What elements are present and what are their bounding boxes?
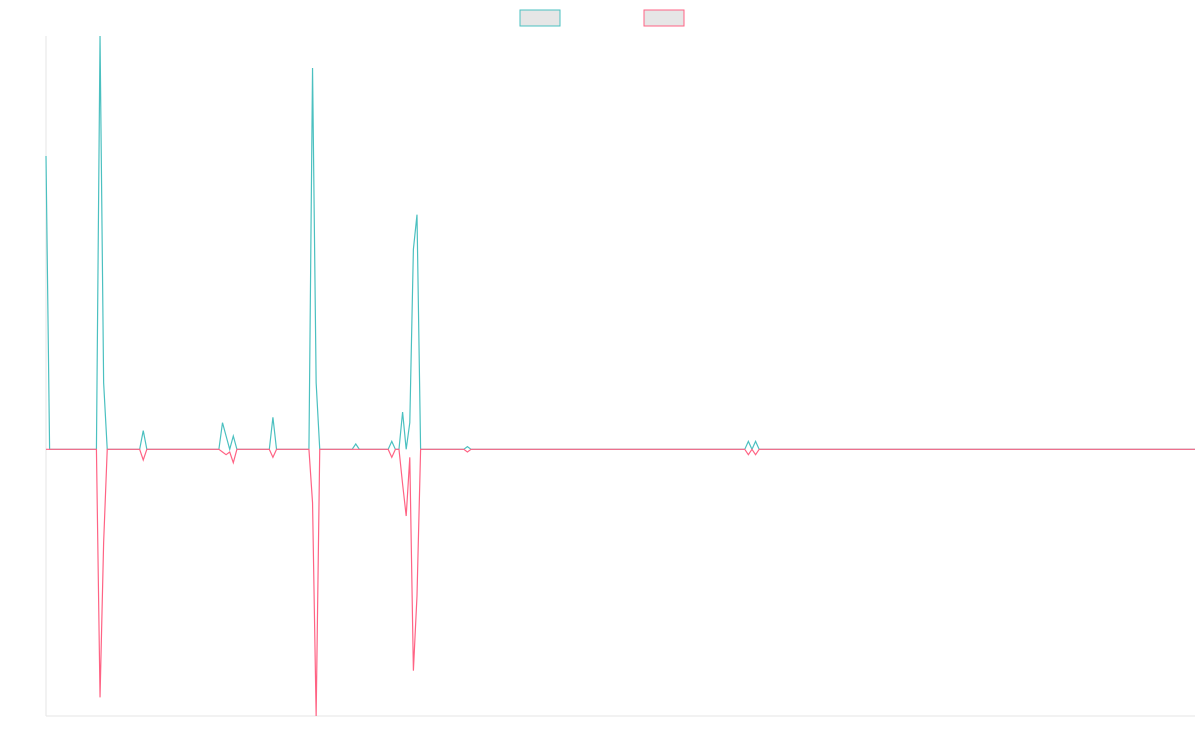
series-line-1 bbox=[45, 35, 1195, 452]
axes bbox=[45, 36, 1195, 717]
legend-swatch-1[interactable] bbox=[519, 9, 561, 27]
legend bbox=[519, 9, 685, 27]
series-layer bbox=[45, 35, 1195, 717]
series-line-2 bbox=[46, 448, 1195, 717]
legend-swatch-2[interactable] bbox=[643, 9, 685, 27]
